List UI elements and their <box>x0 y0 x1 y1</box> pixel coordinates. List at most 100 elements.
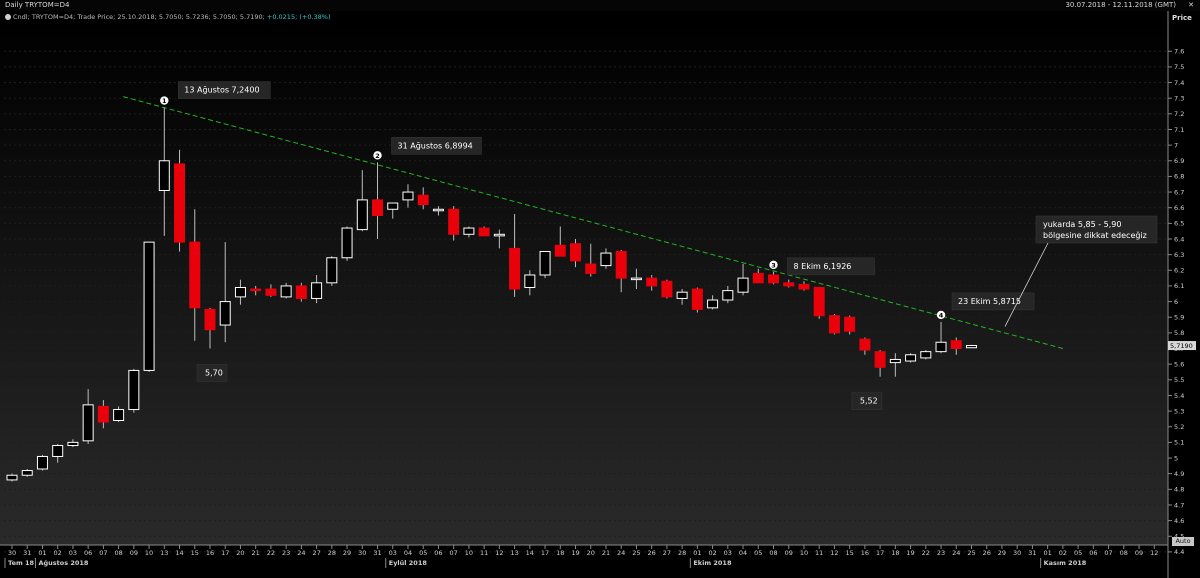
annotation-box <box>951 292 1035 311</box>
series-icon[interactable] <box>5 14 11 20</box>
candle-body-down <box>174 163 186 243</box>
month-label: Ekim 2018 <box>693 559 732 567</box>
candle <box>859 337 871 355</box>
annotation-marker-number: 1 <box>162 97 167 105</box>
candle <box>691 287 703 313</box>
date-tick-label: 21 <box>602 549 610 557</box>
candle <box>585 243 597 277</box>
price-tick-label: 7.5 <box>1174 63 1184 71</box>
date-tick-label: 09 <box>1135 549 1143 557</box>
price-tick-label: 4.5 <box>1174 533 1184 541</box>
candle <box>158 107 170 236</box>
price-tick-label: 7.1 <box>1174 126 1184 134</box>
date-tick-label: 17 <box>541 549 549 557</box>
date-tick-label: 09 <box>785 549 793 557</box>
date-tick-label: 30 <box>8 549 16 557</box>
price-tick-label: 4.8 <box>1174 486 1184 494</box>
candle <box>935 321 947 354</box>
date-tick-label: 03 <box>389 549 397 557</box>
candle <box>676 289 688 305</box>
current-price-label: 5,7190 <box>1170 342 1193 350</box>
candle-body-up <box>524 274 536 288</box>
candle-body-up <box>722 290 734 301</box>
price-tick-label: 6.3 <box>1174 251 1184 259</box>
plot-background <box>0 22 1168 545</box>
candle <box>844 315 856 335</box>
date-tick-label: 26 <box>648 549 656 557</box>
candle-body-down <box>783 282 795 287</box>
candle-body-down <box>478 227 490 237</box>
candle-body-down <box>798 283 810 290</box>
date-tick-label: 24 <box>617 549 625 557</box>
date-tick-label: 14 <box>526 549 534 557</box>
candle-body-down <box>813 286 825 317</box>
trendline-group <box>123 96 1063 349</box>
date-tick-label: 18 <box>891 549 899 557</box>
candle-body-down <box>509 247 521 290</box>
candle-body-up <box>113 409 125 421</box>
date-tick-label: 05 <box>1074 549 1082 557</box>
candle-body-down <box>859 338 871 351</box>
price-tick-label: 6.5 <box>1174 220 1184 228</box>
date-tick-label: 20 <box>236 549 244 557</box>
candle-body-up <box>737 277 749 293</box>
month-label: Kasım 2018 <box>1044 559 1087 567</box>
date-axis: 30 31 01 02 03 06 07 08 09 10 13 14 15 16 17 20 21 22 23 24… <box>0 544 1168 568</box>
candle-body-up <box>539 251 551 276</box>
price-axis-title: Price <box>1172 14 1192 22</box>
candle-body-up <box>935 341 947 353</box>
date-tick-label: 22 <box>267 549 275 557</box>
annotation-label: 13 Ağustos 7,2400 <box>184 86 259 95</box>
date-tick-label: 06 <box>84 549 92 557</box>
price-tick-label: 4.6 <box>1174 517 1184 525</box>
candle <box>311 274 323 304</box>
date-tick-label: 19 <box>571 549 579 557</box>
annotation-marker <box>936 310 946 320</box>
candle-body-up <box>356 199 368 231</box>
price-tick-label: 6.6 <box>1174 204 1184 212</box>
candle <box>174 149 186 252</box>
price-tick-label: 4.9 <box>1174 470 1184 478</box>
date-tick-label: 11 <box>815 549 823 557</box>
candle-body-up <box>920 351 932 359</box>
candle <box>219 242 231 343</box>
annotations: 1 13 Ağustos 7,2400 2 31 Ağustos 6,8994 3 8 E… <box>160 81 1158 410</box>
date-tick-label: 14 <box>175 549 183 557</box>
legend-change: +0.0215; (+0.38%) <box>266 13 331 21</box>
date-tick-label: 15 <box>846 549 854 557</box>
date-tick-label: 01 <box>38 549 46 557</box>
date-tick-label: 18 <box>556 549 564 557</box>
price-tick-label: 5.8 <box>1174 329 1184 337</box>
candle-body-up <box>905 354 917 362</box>
annotation-label: 23 Ekim 5,8715 <box>958 297 1021 306</box>
date-tick-label: 07 <box>1104 549 1112 557</box>
candle <box>82 389 94 444</box>
date-tick-label: 28 <box>678 549 686 557</box>
low-label-box <box>196 364 228 382</box>
auto-scale-button[interactable]: Auto <box>1172 537 1194 546</box>
candle-body-down <box>828 315 840 334</box>
date-tick-label: 16 <box>206 549 214 557</box>
close-icon[interactable]: ✕ <box>1188 1 1194 9</box>
candle-body-up <box>707 299 719 309</box>
date-tick-label: 10 <box>800 549 808 557</box>
date-tick-label: 12 <box>495 549 503 557</box>
date-tick-label: 05 <box>419 549 427 557</box>
candle <box>448 206 460 241</box>
date-tick-label: 06 <box>434 549 442 557</box>
date-tick-label: 31 <box>23 549 31 557</box>
price-tick-label: 6.9 <box>1174 157 1184 165</box>
date-tick-label: 31 <box>1028 549 1036 557</box>
candle-body-up <box>630 277 642 281</box>
date-tick-label: 06 <box>1089 549 1097 557</box>
candles <box>6 107 977 482</box>
annotation-marker-number: 4 <box>939 311 944 319</box>
candle-body-down <box>448 208 460 235</box>
date-tick-label: 01 <box>693 549 701 557</box>
candle <box>570 239 582 268</box>
price-tick-label: 7.6 <box>1174 48 1184 56</box>
date-tick-label: 21 <box>252 549 260 557</box>
date-tick-label: 17 <box>221 549 229 557</box>
candle <box>265 284 277 297</box>
